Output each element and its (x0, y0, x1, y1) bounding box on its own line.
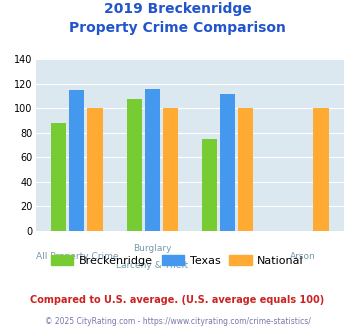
Bar (127, 99, 142, 231)
Text: 2019 Breckenridge: 2019 Breckenridge (104, 2, 251, 16)
Text: © 2025 CityRating.com - https://www.cityrating.com/crime-statistics/: © 2025 CityRating.com - https://www.city… (45, 317, 310, 326)
Text: Arson: Arson (290, 252, 316, 261)
Bar (87, 109, 103, 231)
Bar (202, 139, 217, 231)
Bar (313, 109, 328, 231)
Text: Property Crime Comparison: Property Crime Comparison (69, 21, 286, 35)
Bar (163, 109, 178, 231)
Text: Compared to U.S. average. (U.S. average equals 100): Compared to U.S. average. (U.S. average … (31, 295, 324, 305)
Bar (69, 90, 84, 231)
Bar (220, 94, 235, 231)
Bar (51, 123, 66, 231)
Text: Larceny & Theft: Larceny & Theft (116, 261, 188, 270)
Text: Burglary: Burglary (133, 244, 171, 253)
Text: All Property Crime: All Property Crime (36, 252, 118, 261)
Legend: Breckenridge, Texas, National: Breckenridge, Texas, National (47, 250, 308, 270)
Bar (145, 89, 160, 231)
Bar (238, 109, 253, 231)
